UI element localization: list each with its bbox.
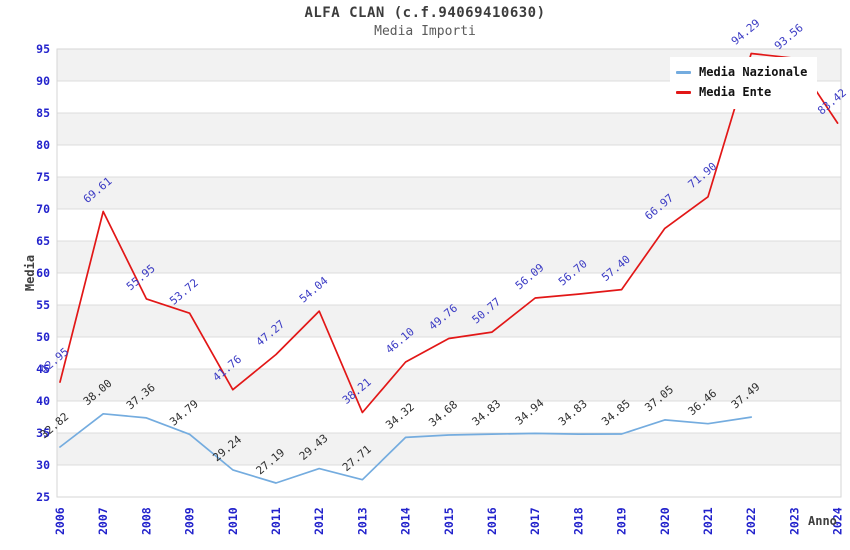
grid-band bbox=[57, 305, 841, 337]
grid-band bbox=[57, 177, 841, 209]
x-tick-label: 2014 bbox=[399, 507, 413, 535]
y-tick-label: 85 bbox=[36, 106, 50, 120]
y-axis-title: Media bbox=[23, 254, 37, 292]
x-tick-label: 2021 bbox=[701, 507, 715, 535]
x-tick-label: 2023 bbox=[787, 507, 801, 535]
x-tick-label: 2017 bbox=[528, 507, 542, 535]
x-tick-label: 2011 bbox=[269, 507, 283, 535]
y-tick-label: 55 bbox=[36, 298, 50, 312]
y-tick-label: 95 bbox=[36, 42, 50, 56]
x-tick-label: 2013 bbox=[355, 507, 369, 535]
x-tick-label: 2022 bbox=[744, 507, 758, 535]
chart-subtitle: Media Importi bbox=[374, 24, 476, 39]
y-tick-label: 30 bbox=[36, 458, 50, 472]
y-tick-label: 80 bbox=[36, 138, 50, 152]
y-tick-label: 90 bbox=[36, 74, 50, 88]
legend-label-media-nazionale: Media Nazionale bbox=[699, 65, 808, 79]
y-tick-label: 75 bbox=[36, 170, 50, 184]
series-ente-swatch-icon bbox=[676, 90, 691, 94]
data-label-media-nazionale: 34.79 bbox=[167, 397, 201, 428]
data-label-media-ente: 53.72 bbox=[167, 276, 201, 307]
y-tick-label: 35 bbox=[36, 426, 50, 440]
x-tick-label: 2009 bbox=[183, 507, 197, 535]
legend-item-media-ente: Media Ente bbox=[676, 82, 807, 102]
legend: Media Nazionale Media Ente bbox=[670, 57, 818, 109]
data-label-media-ente: 54.04 bbox=[297, 274, 331, 305]
grid-band bbox=[57, 369, 841, 401]
y-tick-label: 40 bbox=[36, 394, 50, 408]
y-tick-label: 50 bbox=[36, 330, 50, 344]
x-tick-label: 2016 bbox=[485, 507, 499, 535]
y-tick-label: 65 bbox=[36, 234, 50, 248]
y-tick-label: 25 bbox=[36, 490, 50, 504]
y-tick-label: 60 bbox=[36, 266, 50, 280]
legend-label-media-ente: Media Ente bbox=[699, 85, 772, 99]
data-label-media-nazionale: 34.85 bbox=[599, 397, 633, 428]
x-tick-label: 2008 bbox=[139, 507, 153, 535]
grid-band bbox=[57, 113, 841, 145]
chart-title: ALFA CLAN (c.f.94069410630) bbox=[304, 5, 546, 21]
x-tick-label: 2006 bbox=[53, 507, 67, 535]
x-tick-label: 2018 bbox=[571, 507, 585, 535]
legend-item-media-nazionale: Media Nazionale bbox=[676, 62, 807, 82]
y-tick-label: 45 bbox=[36, 362, 50, 376]
x-axis-title: Anno bbox=[808, 514, 837, 528]
series-line-media-nazionale bbox=[59, 412, 753, 484]
plot-border bbox=[56, 48, 842, 498]
x-tick-label: 2024 bbox=[831, 507, 845, 535]
x-tick-label: 2007 bbox=[96, 507, 110, 535]
series-nazionale-swatch-icon bbox=[676, 70, 691, 74]
data-label-media-nazionale: 34.68 bbox=[426, 398, 460, 429]
x-tick-label: 2012 bbox=[312, 507, 326, 535]
x-tick-label: 2020 bbox=[658, 507, 672, 535]
x-tick-label: 2019 bbox=[615, 507, 629, 535]
y-tick-label: 70 bbox=[36, 202, 50, 216]
grid-band bbox=[57, 433, 841, 465]
data-label-media-nazionale: 34.83 bbox=[556, 397, 590, 428]
data-label-media-nazionale: 34.32 bbox=[383, 400, 417, 431]
x-tick-label: 2010 bbox=[226, 507, 240, 535]
x-tick-label: 2015 bbox=[442, 507, 456, 535]
data-label-media-nazionale: 34.83 bbox=[470, 397, 504, 428]
grid-band bbox=[57, 241, 841, 273]
series-line-media-ente bbox=[59, 52, 839, 414]
